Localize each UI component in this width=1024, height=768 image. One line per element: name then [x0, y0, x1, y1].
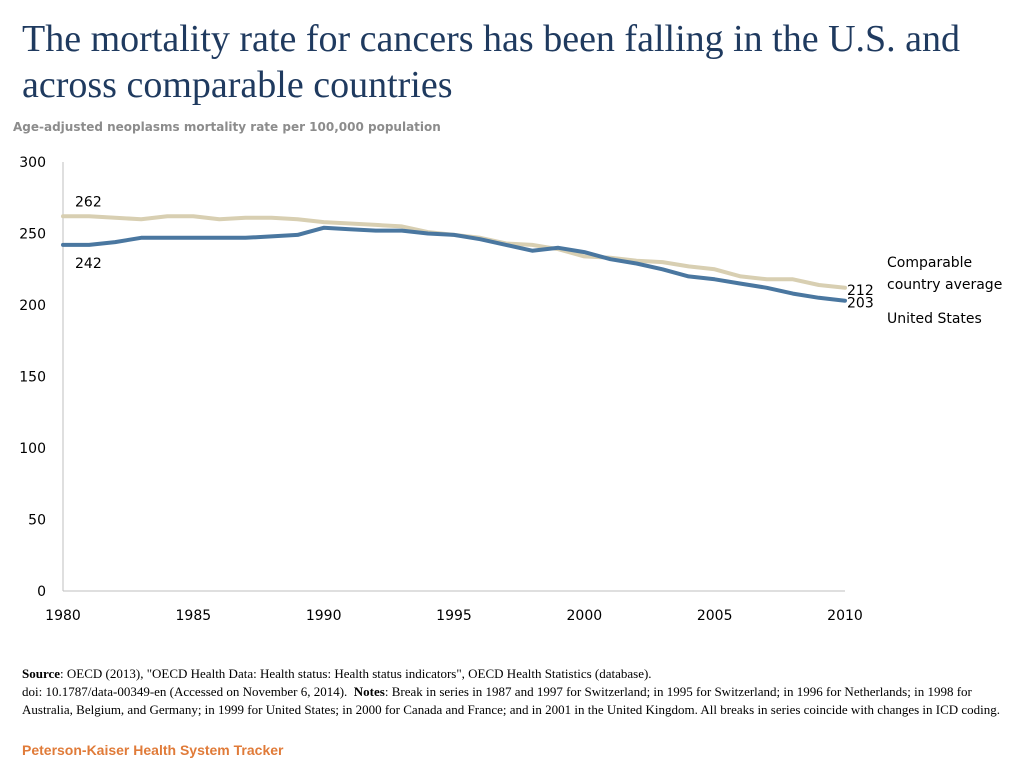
x-tick-label: 1980: [45, 608, 81, 624]
page-title: The mortality rate for cancers has been …: [22, 18, 961, 106]
source-label: Source: [22, 666, 61, 681]
y-tick-label: 50: [28, 513, 46, 529]
x-tick-label: 1985: [176, 608, 212, 624]
y-tick-label: 250: [19, 227, 46, 243]
y-tick-label: 150: [19, 370, 46, 386]
series-line-comparable: [61, 214, 847, 290]
legend-us: United States: [887, 311, 982, 327]
x-tick-label: 2005: [697, 608, 733, 624]
data-label-us-start: 242: [75, 256, 102, 272]
data-label-comparable-start: 262: [75, 194, 102, 210]
notes-label: Notes: [353, 684, 385, 699]
footer-notes: Source: OECD (2013), "OECD Health Data: …: [22, 665, 1007, 719]
y-tick-label: 300: [19, 155, 46, 171]
line-chart: 0 50 100 150 200 250 300 1980 1985 1990 1995 2000 20…: [19, 155, 874, 624]
notes-text: : Break in series in 1987 and 1997 for S…: [22, 684, 1001, 717]
x-tick-label: 1990: [306, 608, 342, 624]
x-tick-label: 1995: [436, 608, 472, 624]
x-tick-label: 2000: [567, 608, 603, 624]
y-tick-label: 0: [37, 584, 46, 600]
doi-text: doi: 10.1787/data-00349-en (Accessed on …: [22, 684, 348, 699]
x-tick-label: 2010: [827, 608, 863, 624]
legend-comparable: Comparable country average: [887, 255, 1003, 293]
series-line-us: [61, 225, 847, 303]
data-label-us-end: 203: [847, 296, 874, 312]
y-tick-label: 200: [19, 298, 46, 314]
chart-subtitle: Age-adjusted neoplasms mortality rate pe…: [13, 120, 441, 134]
y-tick-label: 100: [19, 441, 46, 457]
source-text: : OECD (2013), "OECD Health Data: Health…: [60, 666, 652, 681]
brand-name: Peterson-Kaiser Health System Tracker: [22, 742, 284, 758]
data-label-comparable-end: 212: [847, 283, 874, 299]
